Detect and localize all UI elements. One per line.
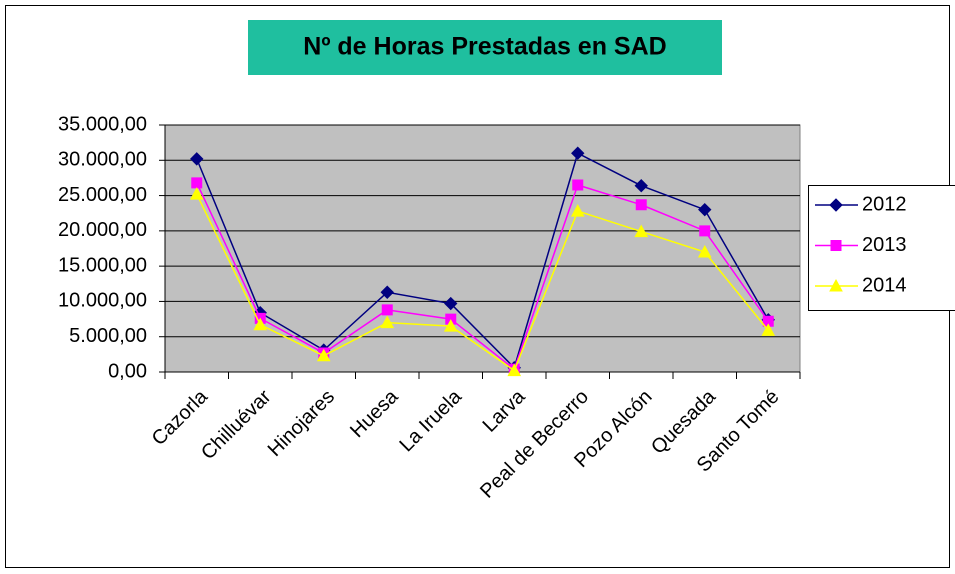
marker bbox=[570, 204, 585, 217]
marker bbox=[697, 244, 712, 258]
y-tick-label: 10.000,00 bbox=[58, 290, 147, 312]
marker bbox=[191, 177, 203, 189]
marker bbox=[829, 278, 843, 292]
marker bbox=[829, 198, 843, 212]
y-tick-label: 35.000,00 bbox=[58, 113, 147, 135]
marker bbox=[189, 187, 204, 200]
title-box bbox=[248, 20, 722, 75]
y-tick-label: 15.000,00 bbox=[58, 254, 147, 276]
marker bbox=[635, 199, 647, 211]
marker bbox=[698, 202, 712, 217]
legend-label: 2013 bbox=[862, 234, 907, 256]
marker bbox=[830, 240, 842, 251]
legend-label: 2014 bbox=[862, 274, 907, 296]
marker bbox=[507, 363, 522, 377]
y-tick-label: 30.000,00 bbox=[58, 149, 147, 171]
y-tick-label: 5.000,00 bbox=[69, 325, 147, 347]
marker bbox=[316, 348, 331, 362]
series-line bbox=[196, 193, 769, 372]
marker bbox=[253, 317, 268, 331]
y-tick-label: 25.000,00 bbox=[58, 184, 147, 206]
marker bbox=[634, 224, 649, 238]
y-tick-label: 20.000,00 bbox=[58, 219, 147, 241]
y-tick-label: 0,00 bbox=[108, 360, 147, 382]
series-line bbox=[196, 182, 769, 371]
marker bbox=[762, 315, 774, 327]
marker bbox=[380, 315, 395, 329]
marker bbox=[443, 319, 458, 332]
marker bbox=[634, 178, 648, 193]
marker bbox=[699, 225, 711, 237]
chart-title: Nº de Horas Prestadas en SAD bbox=[303, 33, 666, 61]
marker bbox=[380, 285, 394, 299]
marker bbox=[571, 146, 585, 160]
marker bbox=[445, 313, 457, 325]
marker bbox=[761, 323, 776, 336]
marker bbox=[381, 304, 393, 316]
marker bbox=[444, 296, 458, 311]
legend-label: 2012 bbox=[862, 193, 907, 215]
series-line bbox=[196, 152, 769, 370]
marker bbox=[572, 179, 584, 191]
marker bbox=[190, 152, 204, 166]
